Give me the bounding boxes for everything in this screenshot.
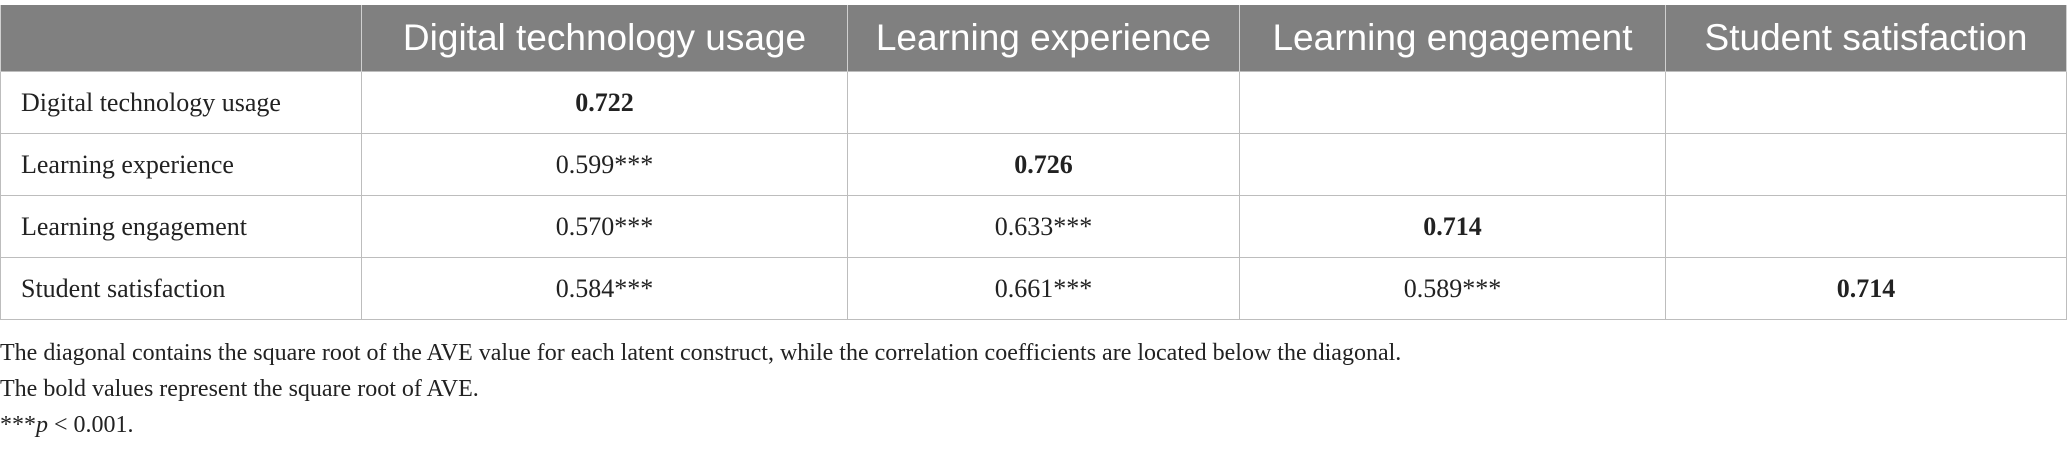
correlation-table: Digital technology usage Learning experie… — [0, 5, 2067, 320]
cell: 0.722 — [361, 71, 848, 134]
cell: 0.633*** — [847, 195, 1240, 258]
cell — [1665, 71, 2067, 134]
table-row: Student satisfaction 0.584*** 0.661*** 0.58… — [0, 257, 2067, 320]
row-header: Learning engagement — [0, 195, 362, 258]
header-row: Digital technology usage Learning experie… — [0, 5, 2067, 72]
cell: 0.599*** — [361, 133, 848, 196]
cell: 0.661*** — [847, 257, 1240, 320]
cell — [1665, 133, 2067, 196]
cell: 0.584*** — [361, 257, 848, 320]
note-text: < 0.001. — [48, 412, 134, 438]
column-header — [0, 5, 362, 72]
cell: 0.714 — [1239, 195, 1666, 258]
note: The bold values represent the square roo… — [0, 376, 479, 402]
note-prefix: *** — [0, 412, 36, 438]
cell — [1239, 133, 1666, 196]
column-header: Student satisfaction — [1665, 5, 2067, 72]
cell — [847, 71, 1240, 134]
cell: 0.714 — [1665, 257, 2067, 320]
row-header: Learning experience — [0, 133, 362, 196]
column-header: Learning experience — [847, 5, 1240, 72]
column-header: Learning engagement — [1239, 5, 1666, 72]
row-header: Student satisfaction — [0, 257, 362, 320]
table-row: Learning experience 0.599*** 0.726 — [0, 133, 2067, 196]
table-notes: The diagonal contains the square root of… — [0, 335, 1401, 443]
note: The diagonal contains the square root of… — [0, 340, 1402, 366]
cell: 0.726 — [847, 133, 1240, 196]
cell: 0.570*** — [361, 195, 848, 258]
cell — [1239, 71, 1666, 134]
cell: 0.589*** — [1239, 257, 1666, 320]
table-row: Digital technology usage 0.722 — [0, 71, 2067, 134]
table-row: Learning engagement 0.570*** 0.633*** 0.714 — [0, 195, 2067, 258]
column-header: Digital technology usage — [361, 5, 848, 72]
row-header: Digital technology usage — [0, 71, 362, 134]
note: ***p < 0.001. — [0, 407, 1401, 443]
table-body: Digital technology usage 0.722 Learning ex… — [0, 71, 2067, 320]
cell — [1665, 195, 2067, 258]
note-italic: p — [36, 412, 48, 438]
